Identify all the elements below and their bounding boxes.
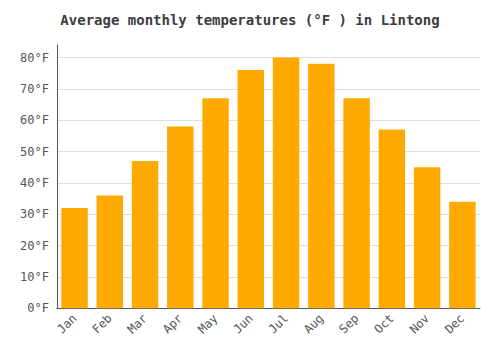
svg-text:Sep: Sep — [336, 311, 361, 336]
svg-text:40°F: 40°F — [20, 176, 49, 190]
svg-text:Jun: Jun — [231, 311, 256, 336]
svg-text:50°F: 50°F — [20, 145, 49, 159]
svg-text:Nov: Nov — [407, 311, 432, 336]
svg-text:Oct: Oct — [372, 311, 397, 336]
svg-text:Apr: Apr — [160, 311, 185, 336]
svg-text:Dec: Dec — [442, 311, 467, 336]
svg-text:Jul: Jul — [266, 311, 291, 336]
svg-text:70°F: 70°F — [20, 82, 49, 96]
svg-text:May: May — [195, 311, 220, 336]
svg-text:Average monthly temperatures (: Average monthly temperatures (°F ) in Li… — [60, 12, 439, 28]
svg-text:Mar: Mar — [125, 311, 150, 336]
svg-text:80°F: 80°F — [20, 51, 49, 65]
svg-text:30°F: 30°F — [20, 207, 49, 221]
svg-text:60°F: 60°F — [20, 113, 49, 127]
svg-text:Aug: Aug — [301, 311, 326, 336]
svg-text:Feb: Feb — [90, 311, 115, 336]
svg-text:10°F: 10°F — [20, 270, 49, 284]
svg-text:20°F: 20°F — [20, 239, 49, 253]
svg-text:Jan: Jan — [54, 311, 79, 336]
svg-text:0°F: 0°F — [27, 301, 49, 315]
